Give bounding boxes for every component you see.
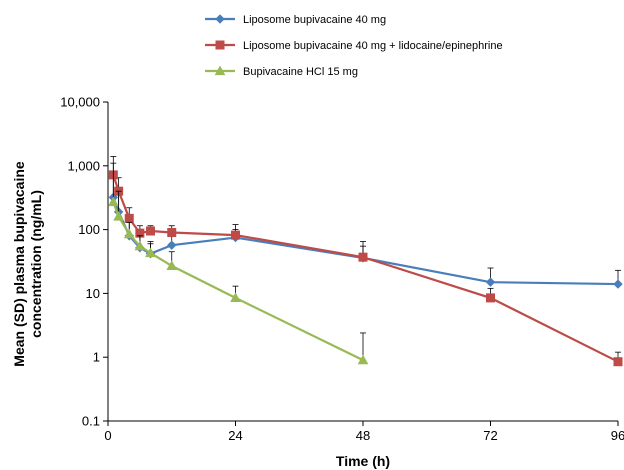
- data-point: [358, 252, 368, 262]
- data-point: [107, 196, 119, 207]
- series-line: [112, 174, 619, 363]
- x-tick-label: 96: [611, 428, 624, 443]
- y-tick-label: 100: [78, 222, 100, 237]
- series-2: [108, 156, 623, 367]
- legend-item-1: Liposome bupivacaine 40 mg: [205, 14, 386, 26]
- x-tick-label: 0: [104, 428, 111, 443]
- data-point: [613, 279, 623, 289]
- legend-label: Liposome bupivacaine 40 mg: [243, 14, 386, 26]
- y-axis-title-line1: Mean (SD) plasma bupivacaine: [11, 161, 27, 367]
- y-tick-label: 10,000: [60, 95, 100, 110]
- legend-marker: [215, 14, 225, 24]
- data-point: [113, 211, 124, 221]
- y-tick-label: 0.1: [82, 414, 100, 429]
- data-point: [613, 357, 623, 367]
- x-tick-label: 24: [228, 428, 242, 443]
- data-point: [123, 228, 135, 239]
- legend-item-3: Bupivacaine HCl 15 mg: [205, 65, 358, 78]
- data-point: [145, 247, 156, 258]
- series-1: [108, 171, 623, 289]
- data-point: [230, 292, 241, 303]
- legend-marker: [214, 65, 226, 76]
- x-axis-title: Time (h): [336, 453, 390, 469]
- x-axis-ticks: 0 24 48 72 96: [104, 421, 624, 443]
- legend-label: Bupivacaine HCl 15 mg: [243, 66, 358, 78]
- data-point: [485, 277, 496, 287]
- data-point: [134, 240, 146, 251]
- legend: Liposome bupivacaine 40 mg Liposome bupiv…: [205, 14, 503, 78]
- series-line: [112, 196, 619, 286]
- data-point: [231, 230, 240, 240]
- legend-item-2: Liposome bupivacaine 40 mg + lidocaine/e…: [205, 40, 503, 52]
- data-point: [166, 260, 178, 270]
- data-point: [167, 228, 177, 238]
- series-3: [107, 162, 369, 365]
- y-axis-title-line2: concentration (ng/mL): [28, 190, 44, 338]
- data-point: [357, 354, 369, 365]
- legend-label: Liposome bupivacaine 40 mg + lidocaine/e…: [243, 40, 503, 52]
- data-point: [146, 226, 155, 236]
- x-tick-label: 48: [356, 428, 370, 443]
- y-axis-ticks: 0.1 1 10 100 1,000 10,000: [60, 95, 108, 429]
- data-point: [167, 240, 177, 250]
- legend-marker: [215, 40, 225, 50]
- y-tick-label: 1: [93, 350, 100, 365]
- data-point: [124, 213, 134, 223]
- y-tick-label: 1,000: [67, 158, 100, 173]
- data-point: [486, 293, 495, 303]
- x-tick-label: 72: [483, 428, 497, 443]
- plot-area: [107, 156, 623, 367]
- y-tick-label: 10: [86, 286, 100, 301]
